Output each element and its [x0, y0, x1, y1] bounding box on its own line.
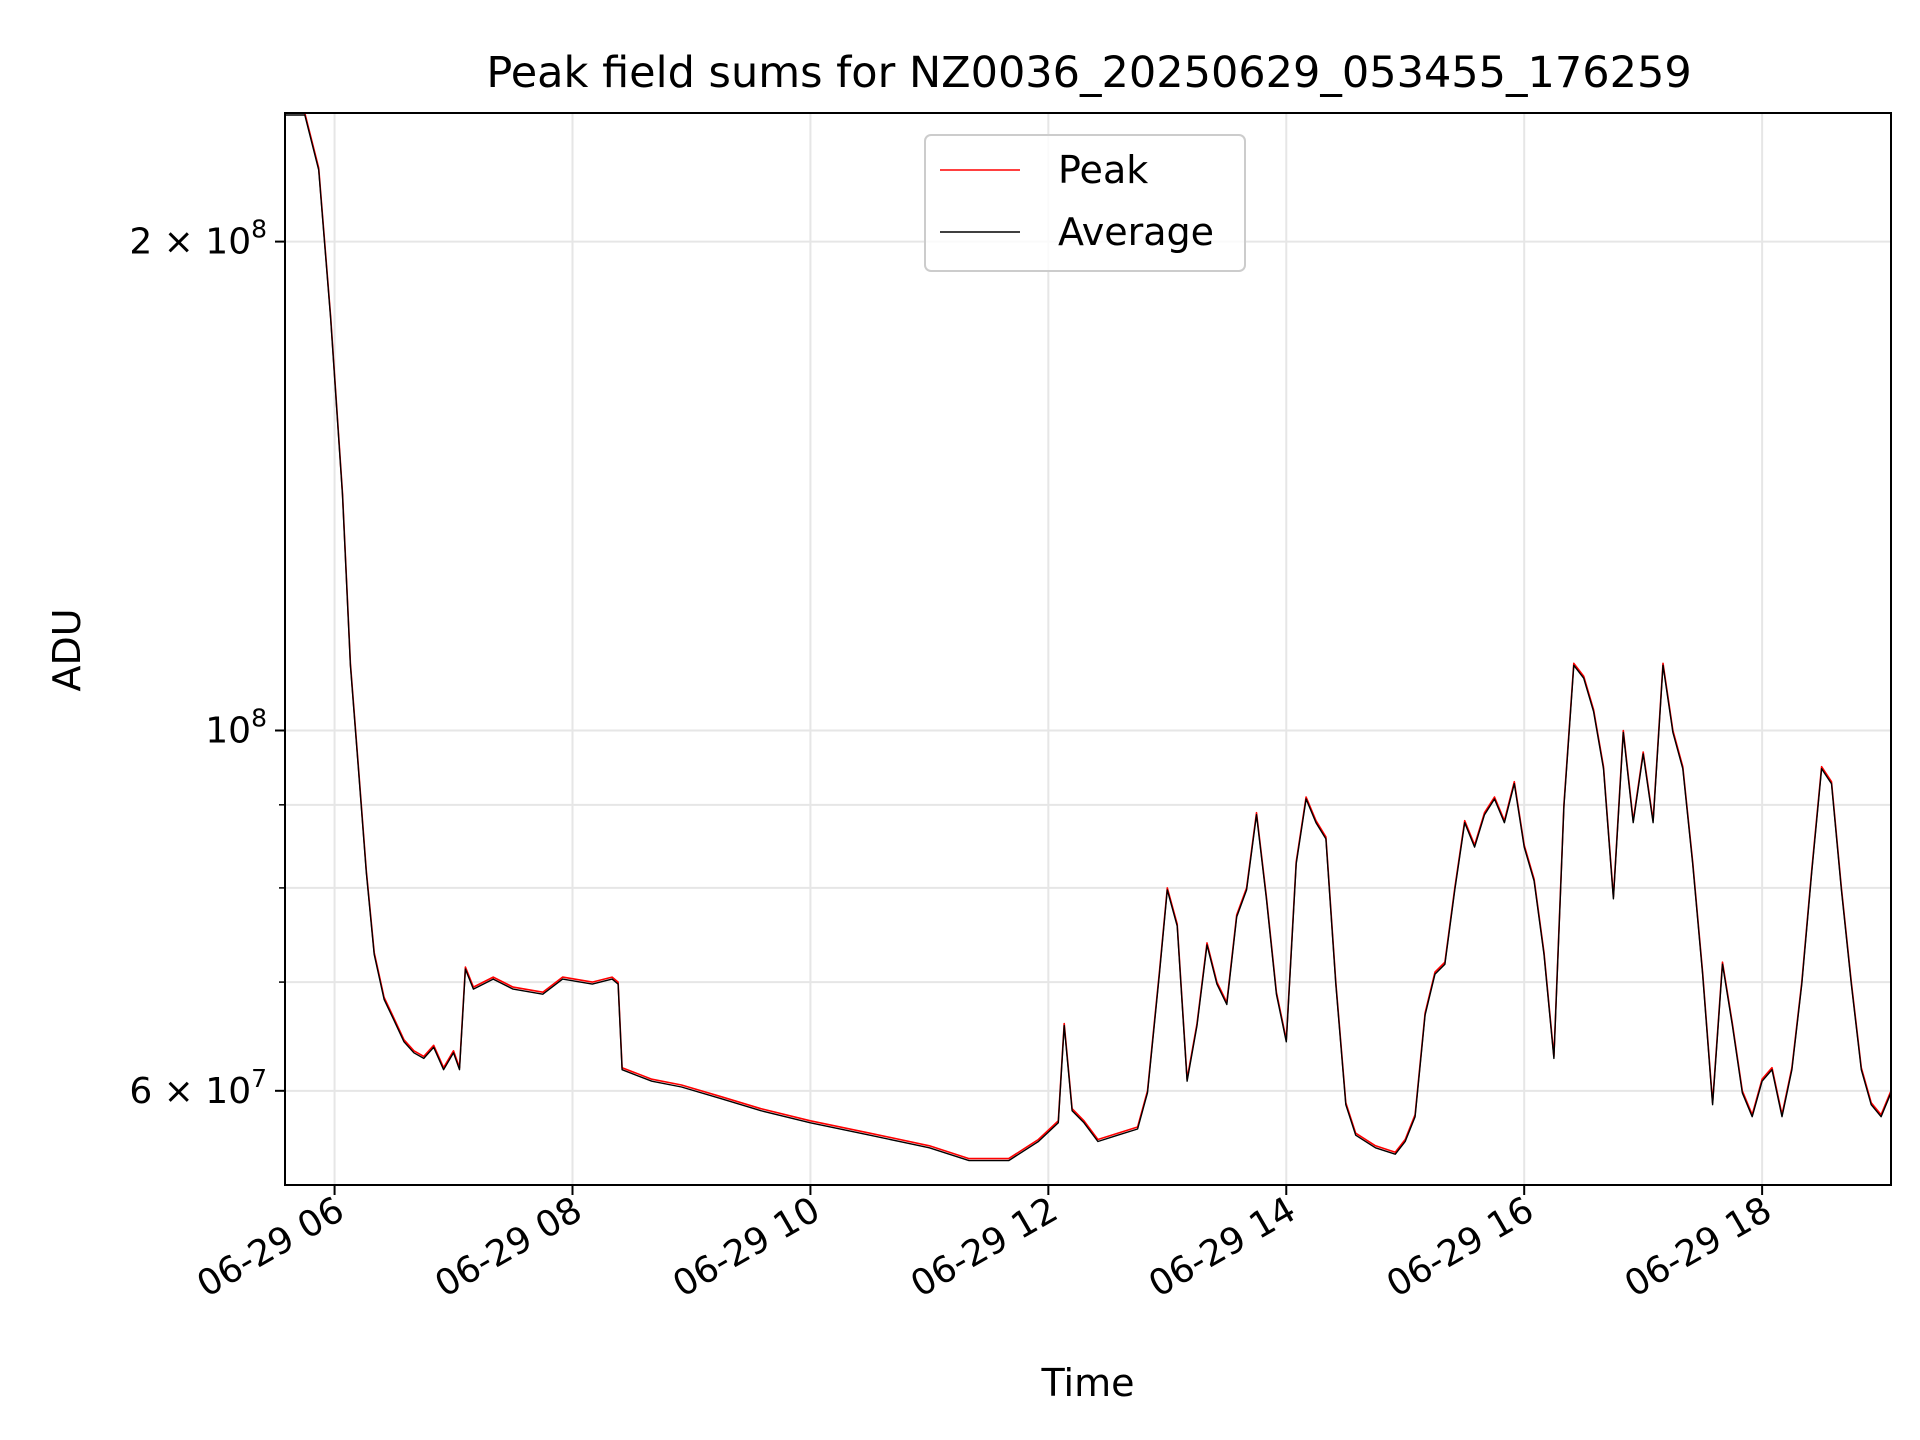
x-tick-label: 06-29 18 — [1618, 1189, 1779, 1305]
x-tick-label: 06-29 12 — [904, 1189, 1065, 1305]
y-tick-label-base: 6 × 10 — [129, 1071, 251, 1112]
x-tick-label: 06-29 14 — [1142, 1189, 1303, 1305]
y-tick-label: 2 × 108 — [129, 215, 267, 263]
series-layer — [285, 113, 1891, 1162]
y-tick-label-exponent: 8 — [251, 215, 267, 244]
chart-title: Peak field sums for NZ0036_20250629_0534… — [486, 48, 1691, 98]
x-tick-label: 06-29 06 — [190, 1189, 351, 1305]
y-tick-label-base: 2 × 10 — [129, 222, 251, 263]
x-tick-label: 06-29 08 — [428, 1189, 589, 1305]
y-tick-label-exponent: 8 — [251, 704, 267, 733]
ticks: 06-29 06 06-29 08 06-29 10 06-29 12 06-29 14… — [129, 215, 1778, 1306]
y-tick-label: 6 × 107 — [129, 1064, 267, 1112]
x-tick-label: 06-29 16 — [1380, 1189, 1541, 1305]
y-tick-label-base: 10 — [205, 711, 251, 752]
x-axis-label: Time — [1041, 1361, 1135, 1405]
legend-peak-label: Peak — [1058, 148, 1148, 192]
y-axis-label: ADU — [45, 608, 89, 691]
legend-average-label: Average — [1058, 210, 1214, 254]
legend-box — [924, 134, 1246, 272]
grid — [285, 113, 1891, 1185]
legend: Peak Average — [924, 134, 1246, 272]
y-tick-label-exponent: 7 — [251, 1064, 267, 1093]
y-tick-label: 108 — [205, 704, 267, 752]
plot-frame — [284, 112, 1892, 1186]
series-average-line — [285, 114, 1891, 1162]
x-tick-label: 06-29 10 — [666, 1189, 827, 1305]
